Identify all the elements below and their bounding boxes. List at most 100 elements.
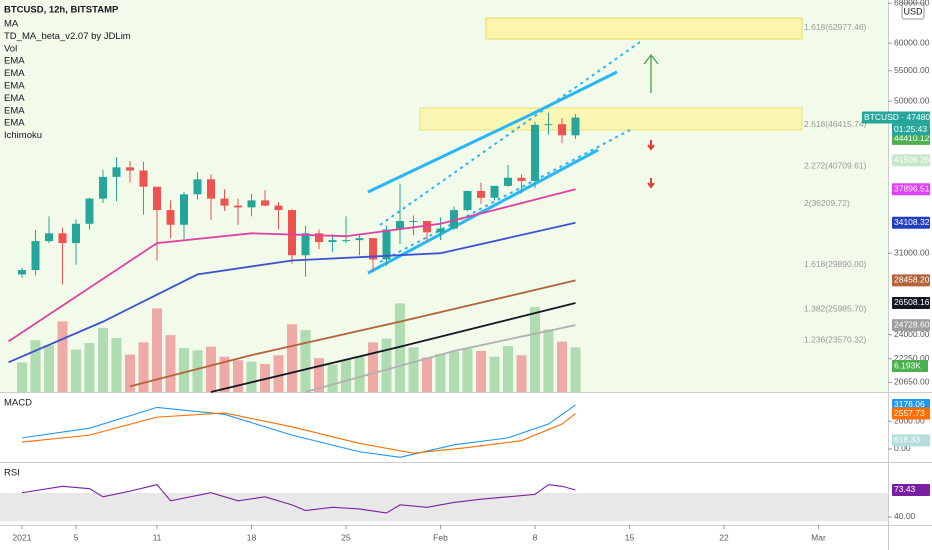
volume-bar: [503, 345, 513, 392]
candle-body: [261, 200, 269, 206]
series-line: [8, 188, 576, 343]
ichimoku-cloud-bg: [0, 0, 888, 392]
candle-body: [288, 210, 296, 256]
indicator-label: EMA: [4, 56, 25, 67]
series-line: [21, 484, 576, 514]
candle-body: [193, 179, 202, 195]
price-tag-label: 2557.73: [894, 408, 925, 418]
fib-label: 1.618(29890.00): [804, 259, 867, 269]
volume-bar: [98, 327, 108, 392]
down-arrow: [647, 178, 655, 189]
x-tick-label: 2021: [13, 532, 32, 542]
indicator-label: Vol: [4, 43, 17, 54]
pane-title: MACD: [4, 398, 32, 409]
volume-bar: [192, 350, 203, 392]
y-tick-label: 55000.00: [894, 65, 930, 75]
x-tick-label: 8: [533, 532, 538, 542]
channel-line: [379, 129, 631, 263]
series-line: [129, 279, 576, 388]
fib-label: 1.618(62977.46): [804, 22, 867, 32]
series-line: [8, 221, 576, 364]
x-tick-label: 11: [153, 532, 162, 542]
candle-body: [355, 238, 364, 241]
x-tick-label: 22: [719, 532, 729, 542]
candle-body: [369, 238, 377, 260]
candle-body: [58, 233, 67, 244]
price-tag-label: 26508.16: [894, 297, 930, 307]
price-tag-label: 37896.51: [894, 184, 930, 194]
candle-body: [112, 167, 121, 177]
volume-bar: [354, 356, 365, 392]
volume-bar: [422, 357, 432, 392]
volume-bar: [165, 335, 176, 392]
y-tick-label: 2000.00: [894, 416, 925, 426]
indicator-label: MA: [4, 19, 19, 30]
volume-bar: [71, 349, 81, 392]
candle-body: [463, 190, 472, 211]
candle-body: [99, 176, 107, 199]
volume-bar: [449, 351, 459, 392]
candle-body: [126, 167, 134, 171]
volume-bar: [395, 303, 405, 392]
y-tick-label: 40.00: [894, 511, 916, 521]
price-tag-label: 24728.60: [894, 319, 930, 329]
y-tick-label: 60000.00: [894, 37, 930, 47]
volume-bar: [381, 338, 392, 392]
volume-bar: [233, 360, 243, 392]
up-arrow: [643, 53, 659, 93]
volume-bar: [327, 364, 338, 392]
countdown: 01:25:43: [894, 124, 927, 134]
series-line: [21, 412, 576, 454]
volume-bar: [489, 356, 500, 392]
volume-bar: [530, 307, 540, 392]
price-tag: [892, 216, 930, 229]
volume-bar: [152, 308, 162, 392]
y-tick-label: 31000.00: [894, 247, 930, 257]
price-tag-label: 28458.20: [894, 275, 930, 285]
y-tick-label: 24000.00: [894, 329, 930, 339]
price-tag: [862, 111, 930, 124]
volume-bar: [17, 362, 27, 392]
candle-body: [234, 205, 242, 208]
channel-line: [367, 148, 599, 275]
y-tick-label: 20650.00: [894, 377, 930, 387]
volume-tag: [892, 360, 928, 372]
volume-bar: [179, 348, 189, 392]
price-tag-label: 41506.26: [894, 155, 930, 165]
volume-bar: [341, 359, 351, 392]
price-tag: [892, 132, 930, 145]
candle-body: [301, 233, 310, 256]
volume-bar: [206, 346, 216, 392]
candle-body: [342, 240, 350, 242]
candle-body: [571, 117, 580, 136]
volume-bar: [300, 330, 311, 392]
volume-bar: [557, 341, 567, 392]
volume-bar: [44, 345, 54, 392]
volume-bar: [273, 355, 284, 392]
y-tick-label: 0.00: [894, 443, 911, 453]
indicator-label: Ichimoku: [4, 130, 42, 141]
currency-box: [901, 2, 925, 20]
price-tag: [892, 274, 930, 287]
price-tag: [892, 296, 930, 309]
price-tag-label: 3176.06: [894, 399, 925, 409]
fib-label: 1.236(23570.32): [804, 335, 867, 345]
price-tag: [892, 483, 930, 496]
candle-body: [45, 233, 53, 242]
down-arrow: [647, 140, 655, 151]
x-tick-label: 25: [341, 532, 351, 542]
fib-label: 2.272(40709.61): [804, 161, 867, 171]
resistance-zone: [419, 107, 803, 131]
volume-bar: [138, 342, 149, 392]
price-tag-label: BTCUSD · 47480.00: [864, 112, 932, 122]
candle-body: [315, 233, 323, 243]
volume-bar: [287, 324, 297, 392]
candle-body: [18, 270, 26, 275]
candle-body: [166, 210, 175, 225]
series-line: [21, 404, 576, 458]
price-tag: [892, 319, 930, 332]
candle-body: [220, 198, 229, 206]
y-tick-label: 22250.00: [894, 353, 930, 363]
candle-body: [180, 194, 188, 225]
indicator-label: EMA: [4, 81, 25, 92]
